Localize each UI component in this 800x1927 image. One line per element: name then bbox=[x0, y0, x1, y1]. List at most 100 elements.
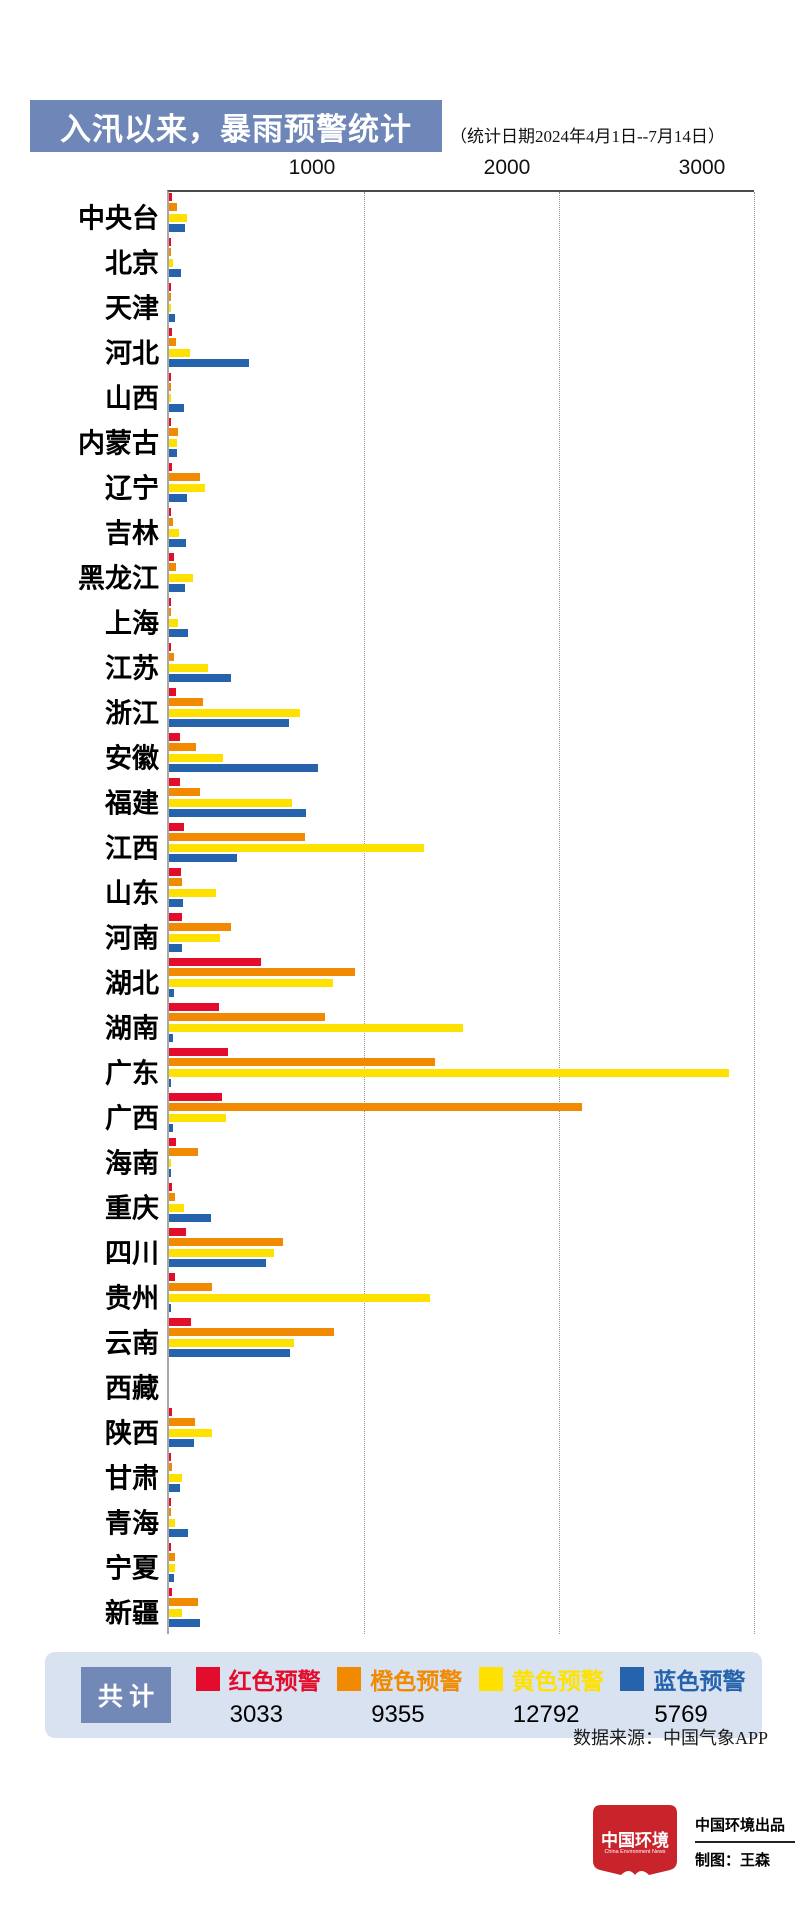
bar-红色预警 bbox=[169, 1408, 173, 1416]
bar-蓝色预警 bbox=[169, 719, 289, 728]
legend-item-red: 红色预警 3033 bbox=[195, 1662, 321, 1729]
bar-橙色预警 bbox=[169, 743, 196, 752]
orange-swatch-icon bbox=[337, 1666, 362, 1691]
bar-橙色预警 bbox=[169, 1598, 199, 1607]
bar-红色预警 bbox=[169, 1003, 219, 1011]
row-label: 云南 bbox=[105, 1328, 159, 1358]
bar-黄色预警 bbox=[169, 1338, 294, 1347]
bar-红色预警 bbox=[169, 193, 172, 201]
chart-row: 海南 bbox=[105, 1138, 754, 1183]
legend-item-yellow: 黄色预警 12792 bbox=[478, 1662, 604, 1729]
row-label: 西藏 bbox=[105, 1373, 159, 1403]
bar-黄色预警 bbox=[169, 933, 221, 942]
bar-黄色预警 bbox=[169, 1473, 183, 1482]
bar-橙色预警 bbox=[169, 383, 171, 392]
legend-total: 9355 bbox=[371, 1700, 425, 1728]
chart-row: 云南 bbox=[105, 1318, 754, 1363]
chart-row: 吉林 bbox=[105, 508, 754, 553]
chart-row: 江苏 bbox=[105, 643, 754, 688]
chart-row: 新疆 bbox=[105, 1588, 754, 1633]
bar-红色预警 bbox=[169, 1183, 172, 1191]
row-label: 湖南 bbox=[105, 1013, 159, 1043]
bar-黄色预警 bbox=[169, 753, 223, 762]
logo-subtitle: China Environment News bbox=[604, 1849, 666, 1855]
chart-row: 天津 bbox=[105, 283, 754, 328]
row-label: 北京 bbox=[105, 248, 159, 278]
legend-label: 橙色预警 bbox=[370, 1668, 463, 1694]
page-title: 入汛以来，暴雨预警统计 bbox=[60, 111, 412, 147]
bar-黄色预警 bbox=[169, 798, 292, 807]
bar-红色预警 bbox=[169, 958, 261, 966]
row-label: 安徽 bbox=[105, 743, 159, 773]
bar-橙色预警 bbox=[169, 608, 171, 617]
book-logo-icon bbox=[593, 1805, 677, 1875]
bar-橙色预警 bbox=[169, 1283, 212, 1292]
bar-红色预警 bbox=[169, 1318, 192, 1326]
chart-row: 甘肃 bbox=[105, 1453, 754, 1498]
chart-row: 江西 bbox=[105, 823, 754, 868]
legend-item-blue: 蓝色预警 5769 bbox=[620, 1662, 745, 1729]
bar-红色预警 bbox=[169, 1588, 173, 1596]
bar-红色预警 bbox=[169, 868, 182, 876]
chart-row: 河北 bbox=[105, 328, 754, 373]
bar-橙色预警 bbox=[169, 698, 204, 707]
bar-黄色预警 bbox=[169, 303, 171, 312]
legend-label: 黄色预警 bbox=[511, 1668, 604, 1694]
bar-红色预警 bbox=[169, 553, 175, 561]
chart-row: 陕西 bbox=[105, 1408, 754, 1453]
row-label: 青海 bbox=[105, 1508, 159, 1538]
bar-黄色预警 bbox=[169, 258, 173, 267]
bar-黄色预警 bbox=[169, 438, 178, 447]
bar-蓝色预警 bbox=[169, 494, 188, 503]
bar-黄色预警 bbox=[169, 213, 187, 222]
bar-红色预警 bbox=[169, 1228, 186, 1236]
chart-row: 上海 bbox=[105, 598, 754, 643]
row-label: 广东 bbox=[105, 1058, 159, 1088]
bar-蓝色预警 bbox=[169, 1214, 211, 1223]
bar-橙色预警 bbox=[169, 1463, 173, 1472]
bar-红色预警 bbox=[169, 643, 171, 651]
bar-橙色预警 bbox=[169, 878, 183, 887]
row-label: 上海 bbox=[105, 608, 159, 638]
chart-row: 山西 bbox=[105, 373, 754, 418]
bar-蓝色预警 bbox=[169, 674, 232, 683]
bar-蓝色预警 bbox=[169, 944, 182, 953]
bar-橙色预警 bbox=[169, 1238, 284, 1247]
row-label: 河南 bbox=[105, 923, 159, 953]
bar-蓝色预警 bbox=[169, 809, 306, 818]
chart-row: 湖南 bbox=[105, 1003, 754, 1048]
row-label: 浙江 bbox=[105, 698, 159, 728]
bar-蓝色预警 bbox=[169, 1484, 180, 1493]
bar-蓝色预警 bbox=[169, 764, 319, 773]
red-swatch-icon bbox=[195, 1666, 220, 1691]
bar-红色预警 bbox=[169, 373, 171, 381]
row-label: 海南 bbox=[105, 1148, 159, 1178]
data-source-text: 数据来源：中国气象APP bbox=[572, 1728, 768, 1748]
bar-黄色预警 bbox=[169, 1113, 226, 1122]
chart-row: 北京 bbox=[105, 238, 754, 283]
row-label: 重庆 bbox=[105, 1193, 159, 1223]
yellow-swatch-icon bbox=[478, 1666, 503, 1691]
row-label: 四川 bbox=[105, 1238, 159, 1268]
legend-total: 3033 bbox=[229, 1700, 283, 1728]
bar-蓝色预警 bbox=[169, 1439, 195, 1448]
bar-蓝色预警 bbox=[169, 899, 184, 908]
bar-红色预警 bbox=[169, 1093, 222, 1101]
bar-橙色预警 bbox=[169, 203, 177, 212]
bar-橙色预警 bbox=[169, 428, 178, 437]
x-axis-tick-label: 3000 bbox=[678, 156, 726, 179]
chart-row: 内蒙古 bbox=[78, 418, 754, 463]
bar-蓝色预警 bbox=[169, 1259, 267, 1268]
plot-area: 中央台 北京 天津 河北 山西 内蒙古 辽宁 吉林 黑龙江 上海 江苏 浙江 安徽 福建 江西 山东 河南 湖北湖… bbox=[78, 190, 755, 1634]
bar-橙色预警 bbox=[169, 968, 356, 977]
row-label: 山东 bbox=[105, 878, 159, 908]
bar-黄色预警 bbox=[169, 1563, 175, 1572]
row-label: 甘肃 bbox=[105, 1463, 159, 1493]
legend: 共 计 红色预警 3033 橙色预警 9355 黄色预警 bbox=[45, 1652, 762, 1738]
row-label: 辽宁 bbox=[105, 473, 159, 503]
bar-红色预警 bbox=[169, 778, 180, 786]
legend-label: 红色预警 bbox=[228, 1668, 321, 1694]
chart-row: 贵州 bbox=[105, 1273, 754, 1318]
bar-蓝色预警 bbox=[169, 1169, 171, 1178]
